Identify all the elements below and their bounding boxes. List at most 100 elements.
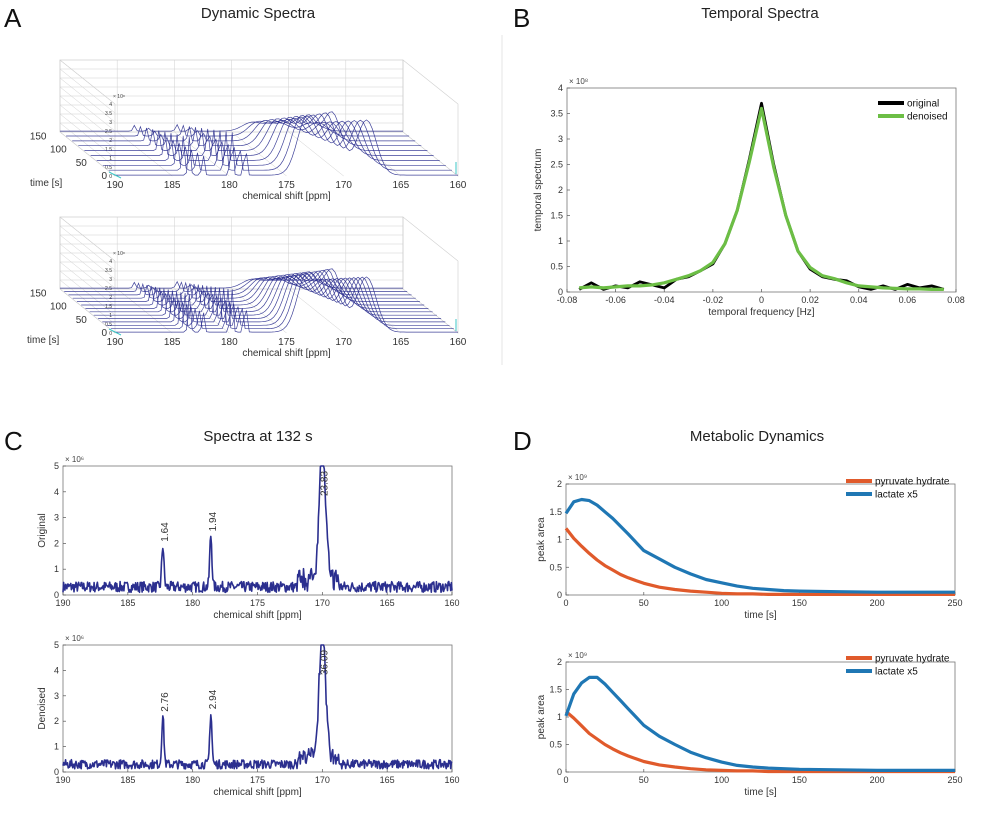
z-exponent: × 10⁸ <box>113 251 125 257</box>
x-tick-label: 0.02 <box>801 295 819 305</box>
waterfall-trace <box>66 120 410 137</box>
series-pyruvate-hydrate <box>564 527 955 597</box>
x-tick-label: 200 <box>870 775 885 785</box>
y-tick-label: 0.5 <box>549 740 562 750</box>
x-axis-label: temporal frequency [Hz] <box>708 307 814 318</box>
y-tick-label: 3 <box>54 513 59 523</box>
x-tick-label: 50 <box>639 775 649 785</box>
x-tick-label: 160 <box>444 598 459 608</box>
legend-entry: original <box>907 99 939 110</box>
y-tick-label: 50 <box>76 158 88 169</box>
chart-D-bottom: 0 50 100 150 200 250 0 0.5 1 1.5 2 × 10⁹ time [s] pea… <box>536 651 963 798</box>
x-tick-label: 160 <box>450 180 467 191</box>
peak-label: 23.83 <box>319 471 330 496</box>
x-tick-label: 170 <box>315 598 330 608</box>
plot-frame <box>565 483 956 596</box>
y-axis-label: temporal spectrum <box>533 149 544 232</box>
y-axis-label: time [s] <box>27 335 59 346</box>
series-lactate <box>564 497 955 594</box>
floor-grid-line <box>59 131 116 177</box>
y-tick-label: 1 <box>54 564 59 574</box>
z-tick-label: 0.5 <box>105 165 112 171</box>
waterfall-trace <box>102 270 446 323</box>
x-tick-label: 160 <box>444 775 459 785</box>
x-tick-label: 150 <box>792 775 807 785</box>
right-wall <box>402 59 459 177</box>
panel-title-a: Dynamic Spectra <box>201 5 316 22</box>
y-tick-label: 1.5 <box>549 507 562 517</box>
waterfall-trace <box>96 114 440 161</box>
x-axis-label: time [s] <box>744 610 776 621</box>
y-tick-label: 2 <box>557 657 562 667</box>
panel-letter-a: A <box>4 3 22 33</box>
y-axis-label: peak area <box>536 694 547 739</box>
x-axis-label: time [s] <box>744 787 776 798</box>
panel-title-c: Spectra at 132 s <box>203 428 312 445</box>
x-tick-label: 100 <box>714 775 729 785</box>
z-tick-label: 3.5 <box>105 268 112 274</box>
y-tick-label: 0 <box>54 590 59 600</box>
x-tick-label: 200 <box>870 598 885 608</box>
right-wall <box>402 216 459 334</box>
x-tick-label: -0.02 <box>703 295 724 305</box>
x-tick-label: 175 <box>250 775 265 785</box>
waterfall-trace <box>93 272 437 316</box>
waterfall-trace <box>115 111 458 176</box>
x-tick-label: 185 <box>164 337 181 348</box>
peak-label: 1.64 <box>160 522 171 542</box>
x-tick-label: 185 <box>120 775 135 785</box>
y-tick-label: 2 <box>54 716 59 726</box>
plot-frame <box>62 644 453 773</box>
x-tick-label: 190 <box>107 180 124 191</box>
y-tick-label: 150 <box>30 288 47 299</box>
y-tick-label: 4 <box>54 665 59 675</box>
x-tick-label: 50 <box>639 598 649 608</box>
x-tick-label: 170 <box>335 337 352 348</box>
y-tick-label: 2 <box>558 185 563 195</box>
y-tick-label: 5 <box>54 640 59 650</box>
floor-grid-line <box>117 288 173 334</box>
z-tick-label: 1 <box>109 313 112 319</box>
x-tick-label: 250 <box>947 775 962 785</box>
x-axis-label: chemical shift [ppm] <box>213 787 302 798</box>
x-tick-label: 180 <box>221 180 238 191</box>
x-tick-label: -0.08 <box>557 295 578 305</box>
series-original <box>578 101 945 291</box>
series-pyruvate-hydrate <box>564 710 955 774</box>
y-exponent: × 10⁶ <box>65 455 84 464</box>
x-tick-label: 180 <box>185 598 200 608</box>
chart-B: -0.08 -0.06 -0.04 -0.02 0 0.02 0.04 0.06 0.08 0 0.… <box>533 77 965 318</box>
legend-entry: lactate x5 <box>875 490 918 501</box>
z-tick-label: 0 <box>109 331 112 337</box>
y-exponent: × 10⁶ <box>65 634 84 643</box>
y-tick-label: 0 <box>557 590 562 600</box>
waterfall-trace <box>108 112 452 171</box>
waterfall-trace <box>68 276 412 296</box>
y-tick-label: 0 <box>101 328 107 339</box>
x-tick-label: 150 <box>792 598 807 608</box>
waterfall-trace <box>106 269 450 326</box>
y-tick-label: 100 <box>50 302 67 313</box>
z-tick-label: 1.5 <box>105 304 112 310</box>
y-tick-label: 3 <box>558 134 563 144</box>
x-tick-label: 170 <box>315 775 330 785</box>
y-tick-label: 2.5 <box>550 160 563 170</box>
y-tick-label: 0 <box>54 767 59 777</box>
floor-grid-line <box>402 131 459 177</box>
x-tick-label: 250 <box>947 598 962 608</box>
x-tick-label: 170 <box>335 180 352 191</box>
floor-grid-line <box>288 288 344 334</box>
x-tick-label: 165 <box>380 775 395 785</box>
x-tick-label: 175 <box>278 337 295 348</box>
waterfall-trace <box>60 121 403 132</box>
y-exponent: × 10⁸ <box>569 77 588 86</box>
panel-letter-c: C <box>4 426 23 456</box>
waterfall-trace <box>115 268 458 333</box>
x-tick-label: 165 <box>392 180 409 191</box>
waterfall-trace <box>72 119 416 142</box>
panel-letter-b: B <box>513 3 530 33</box>
waterfall-trace <box>85 273 429 309</box>
y-tick-label: 100 <box>50 145 67 156</box>
waterfall-trace <box>89 272 433 313</box>
